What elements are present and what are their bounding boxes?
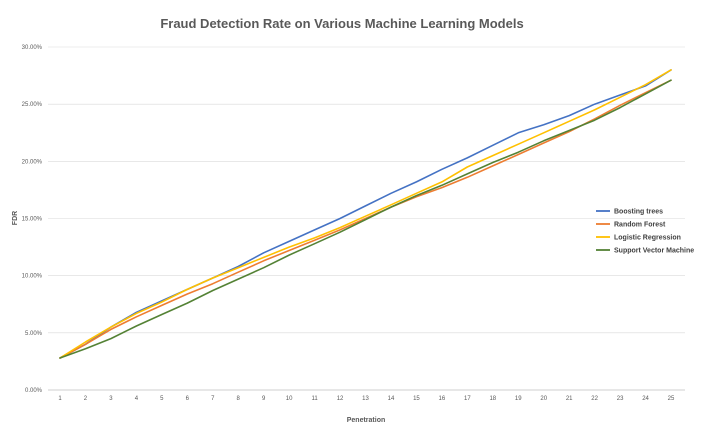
x-tick-label: 14: [388, 396, 395, 402]
x-axis-title: Penetration: [347, 417, 386, 424]
x-tick-label: 7: [211, 396, 215, 402]
x-tick-label: 10: [286, 396, 293, 402]
y-tick-label: 25.00%: [22, 102, 43, 108]
legend: Boosting trees Random Forest Logistic Regr…: [596, 209, 694, 255]
x-tick-label: 12: [337, 396, 344, 402]
x-tick-label: 2: [84, 396, 88, 402]
x-tick-label: 23: [617, 396, 624, 402]
series-line-logistic-regression: [59, 69, 672, 359]
x-tick-label: 24: [642, 396, 649, 402]
x-tick-label: 15: [413, 396, 420, 402]
y-axis-ticks: 0.00% 5.00% 10.00% 15.00% 20.00% 25.00% 30.00%: [22, 45, 43, 394]
y-tick-label: 20.00%: [22, 159, 43, 165]
x-tick-label: 22: [591, 396, 598, 402]
y-tick-label: 0.00%: [25, 388, 43, 394]
y-axis-title: FDR: [12, 211, 19, 225]
series-line-random-forest: [59, 79, 672, 359]
x-tick-label: 20: [540, 396, 547, 402]
x-tick-label: 18: [489, 396, 496, 402]
x-tick-label: 25: [668, 396, 675, 402]
x-axis-ticks: 1 2 3 4 5 6 7 8 9 10 11 12 13 14 15 16 17 18 19 20 21 22 23 24 2…: [58, 396, 675, 402]
x-tick-label: 21: [566, 396, 573, 402]
series-line-boosting-trees: [59, 69, 672, 359]
x-tick-label: 1: [58, 396, 62, 402]
y-tick-label: 30.00%: [22, 45, 43, 51]
legend-label: Support Vector Machine: [614, 248, 694, 255]
x-tick-label: 17: [464, 396, 471, 402]
legend-label: Random Forest: [614, 222, 666, 229]
x-tick-label: 3: [109, 396, 113, 402]
chart-title: Fraud Detection Rate on Various Machine …: [160, 16, 523, 31]
x-tick-label: 5: [160, 396, 164, 402]
y-tick-label: 15.00%: [22, 217, 43, 223]
y-tick-label: 5.00%: [25, 331, 43, 337]
legend-label: Boosting trees: [614, 209, 663, 216]
series-lines: [59, 69, 672, 359]
gridlines: [48, 46, 685, 391]
x-tick-label: 8: [237, 396, 241, 402]
x-tick-label: 9: [262, 396, 266, 402]
legend-label: Logistic Regression: [614, 235, 681, 242]
x-tick-label: 11: [311, 396, 318, 402]
x-tick-label: 13: [362, 396, 369, 402]
series-line-support-vector-machine: [59, 79, 672, 359]
y-tick-label: 10.00%: [22, 274, 43, 280]
x-tick-label: 19: [515, 396, 522, 402]
x-tick-label: 6: [186, 396, 190, 402]
x-tick-label: 16: [439, 396, 446, 402]
x-tick-label: 4: [135, 396, 139, 402]
